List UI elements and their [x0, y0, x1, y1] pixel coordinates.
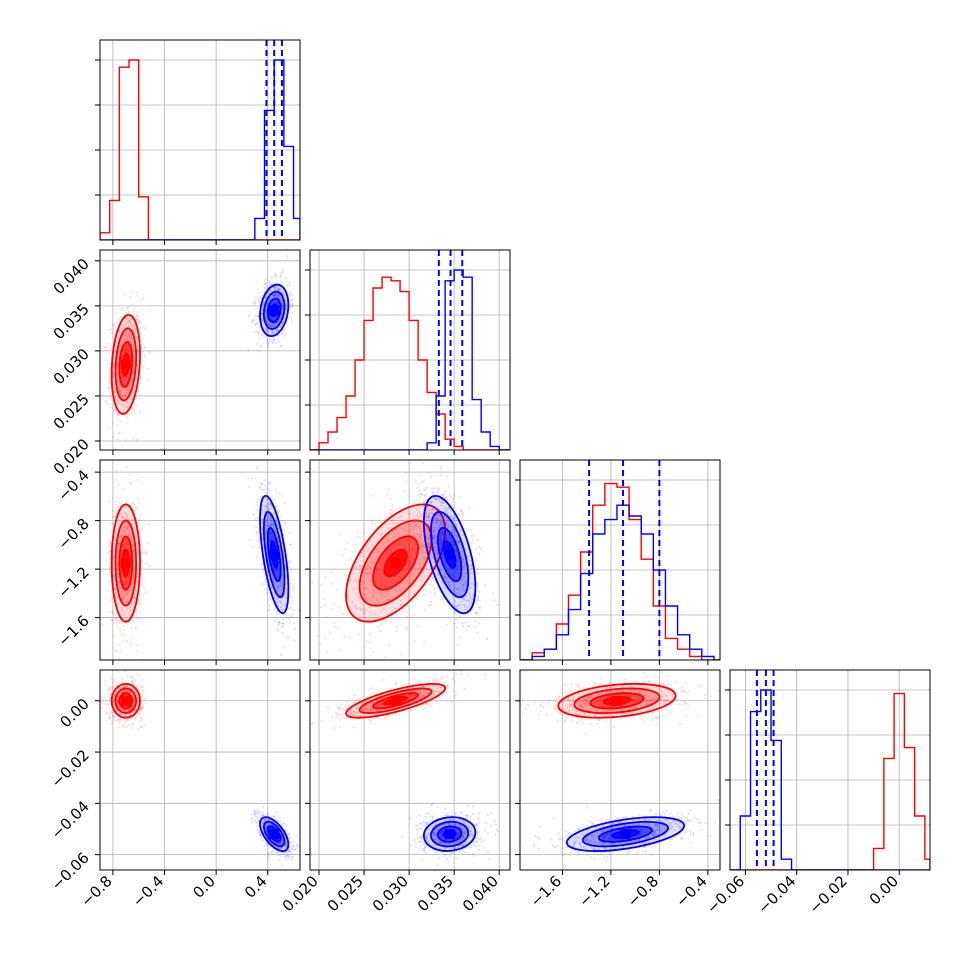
red-histogram — [310, 276, 510, 450]
scatter-panel — [310, 670, 510, 870]
y-tick-label: 0.040 — [50, 255, 93, 298]
x-tick-label: 0.0 — [189, 872, 219, 902]
x-tick-label: −1.2 — [575, 872, 613, 910]
histogram-panel — [520, 460, 720, 660]
x-tick-label: 0.4 — [241, 872, 271, 902]
blue-histogram — [730, 689, 930, 870]
y-tick-label: 0.035 — [50, 300, 93, 343]
density-peak — [444, 829, 455, 840]
y-tick-label: 0.020 — [50, 435, 93, 478]
panel-frame — [99, 249, 301, 451]
x-tick-label: −0.8 — [77, 872, 115, 910]
y-tick-label: −0.04 — [48, 797, 93, 842]
scatter-panel — [520, 670, 720, 870]
density-peak — [120, 695, 131, 706]
panel-frame — [99, 669, 301, 871]
panel-frame — [309, 459, 511, 661]
x-tick-label: −0.8 — [624, 872, 662, 910]
y-tick-label: −0.06 — [48, 849, 93, 894]
histogram-panel — [310, 250, 510, 450]
blue-histogram — [310, 269, 510, 450]
scatter-panel — [100, 250, 300, 450]
density-peak — [611, 695, 622, 706]
panel-frame — [309, 249, 511, 451]
x-tick-label: 0.040 — [459, 872, 502, 915]
density-peak — [269, 305, 280, 316]
x-tick-label: 0.025 — [324, 872, 367, 915]
y-tick-label: 0.030 — [50, 345, 93, 388]
density-peak — [120, 558, 131, 569]
x-tick-label: 0.035 — [414, 872, 457, 915]
y-tick-label: −0.02 — [48, 746, 93, 791]
scatter-panel — [100, 670, 300, 870]
x-tick-label: 0.020 — [279, 872, 322, 915]
histogram-panel — [730, 670, 930, 870]
blue-histogram — [520, 504, 720, 660]
x-tick-label: −0.04 — [754, 872, 799, 917]
y-tick-label: −1.2 — [54, 563, 92, 601]
panel-frame — [99, 39, 301, 241]
y-tick-label: −1.6 — [54, 612, 92, 650]
density-peak — [390, 558, 401, 569]
panel-frame — [729, 669, 931, 871]
density-peak — [444, 549, 455, 560]
y-tick-label: −0.8 — [54, 515, 92, 553]
scatter-panel — [100, 460, 300, 660]
red-histogram — [520, 482, 720, 660]
red-histogram — [730, 692, 930, 870]
density-peak — [269, 829, 280, 840]
density-peak — [390, 695, 401, 706]
x-tick-label: 0.030 — [369, 872, 412, 915]
x-tick-label: −1.6 — [527, 872, 565, 910]
y-tick-label: 0.00 — [56, 695, 92, 731]
x-tick-label: 0.00 — [866, 872, 902, 908]
panel-frame — [519, 669, 721, 871]
histogram-panel — [100, 40, 300, 240]
red-histogram — [100, 59, 300, 240]
y-tick-label: 0.025 — [50, 390, 93, 433]
density-peak — [269, 549, 280, 560]
x-tick-label: −0.02 — [806, 872, 851, 917]
panel-frame — [309, 669, 511, 871]
x-tick-label: −0.06 — [703, 872, 748, 917]
panel-frame — [519, 459, 721, 661]
x-tick-label: −0.4 — [129, 872, 167, 910]
density-peak — [120, 359, 131, 370]
scatter-panel — [310, 460, 510, 660]
panel-frame — [99, 459, 301, 661]
density-peak — [620, 829, 631, 840]
blue-histogram — [100, 59, 300, 240]
